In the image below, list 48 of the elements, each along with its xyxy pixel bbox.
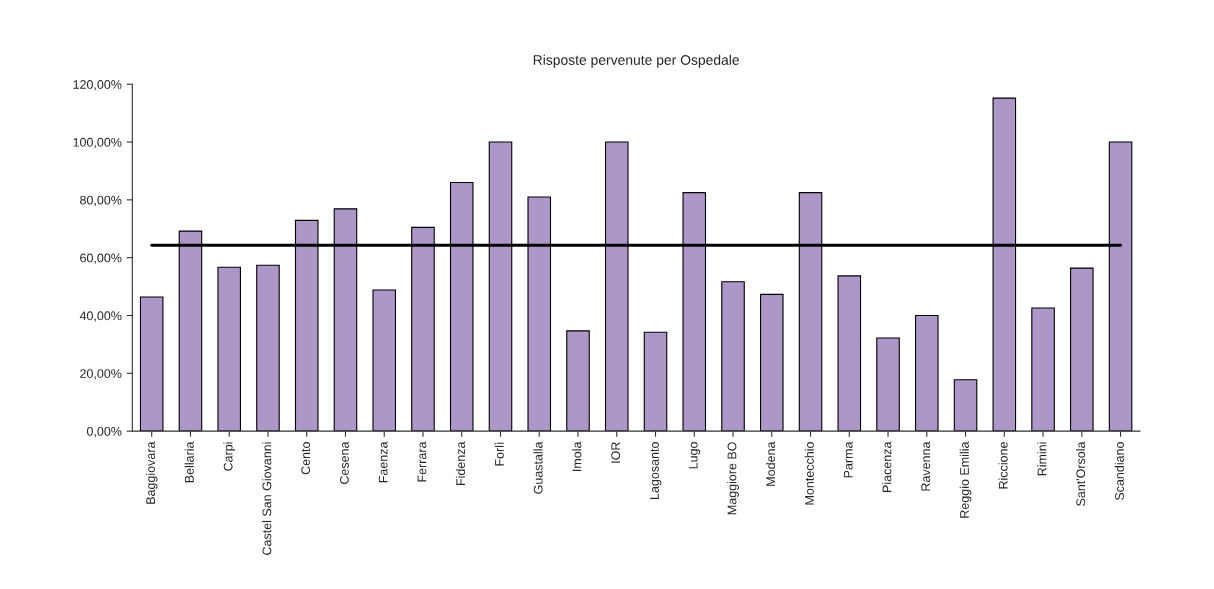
- y-tick-label: 20,00%: [80, 369, 122, 380]
- y-tick-label: 60,00%: [80, 253, 122, 264]
- y-tick-label: 80,00%: [80, 195, 122, 206]
- bar: [139, 296, 164, 432]
- x-tick-label: IOR: [611, 442, 621, 463]
- bar: [1070, 267, 1094, 432]
- x-tick-label: Guastalla: [533, 441, 543, 494]
- x-tick-label: Parma: [843, 441, 853, 478]
- x-tick-label: Reggio Emilia: [959, 441, 972, 518]
- bar: [372, 289, 397, 432]
- x-tick-label: Cento: [301, 442, 311, 475]
- x-tick-label: Montecchio: [804, 442, 814, 505]
- x-tick-label: Carpi: [223, 442, 236, 471]
- x-tick-label: Piacenza: [882, 441, 892, 492]
- x-tick-label: Faenza: [378, 441, 388, 483]
- x-tick-label: Fidenza: [455, 441, 466, 486]
- x-tick-label: Imola: [572, 441, 582, 471]
- chart-title: Risposte pervenute per Ospedale: [533, 54, 739, 68]
- x-tick-label: Lugo: [688, 442, 701, 469]
- bar: [217, 266, 242, 432]
- x-tick-label: Lagosanto: [650, 442, 662, 499]
- x-tick-label: Bellaria: [184, 441, 194, 483]
- x-tick-label: Rimini: [1037, 442, 1047, 476]
- bar: [953, 379, 978, 432]
- y-tick-label: 100,00%: [73, 137, 122, 149]
- bar: [759, 293, 784, 432]
- x-tick-label: Sant'Orsola: [1075, 441, 1086, 506]
- y-tick-label: 40,00%: [79, 311, 122, 322]
- bar: [876, 337, 900, 432]
- x-tick-label: Forlì: [494, 442, 504, 466]
- x-tick-label: Maggiore BO: [727, 442, 739, 515]
- bar: [721, 281, 745, 432]
- x-tick-label: Ferrara: [417, 441, 427, 482]
- bar: [566, 330, 590, 432]
- y-tick-label: 0,00%: [86, 426, 122, 438]
- x-tick-label: Baggiovara: [145, 441, 158, 504]
- y-tick-label: 120,00%: [73, 80, 122, 91]
- bar: [1031, 307, 1055, 432]
- x-tick-label: Scandiano: [1114, 442, 1124, 501]
- x-tick-label: Riccione: [998, 442, 1008, 489]
- bar: [256, 264, 280, 432]
- x-tick-label: Castel San Giovanni: [262, 442, 272, 555]
- bar: [915, 314, 939, 432]
- x-tick-label: Cesena: [339, 441, 349, 485]
- x-tick-label: Ravenna: [921, 441, 931, 491]
- x-tick-label: Modena: [765, 441, 776, 486]
- bar: [643, 331, 668, 432]
- bar: [837, 275, 862, 432]
